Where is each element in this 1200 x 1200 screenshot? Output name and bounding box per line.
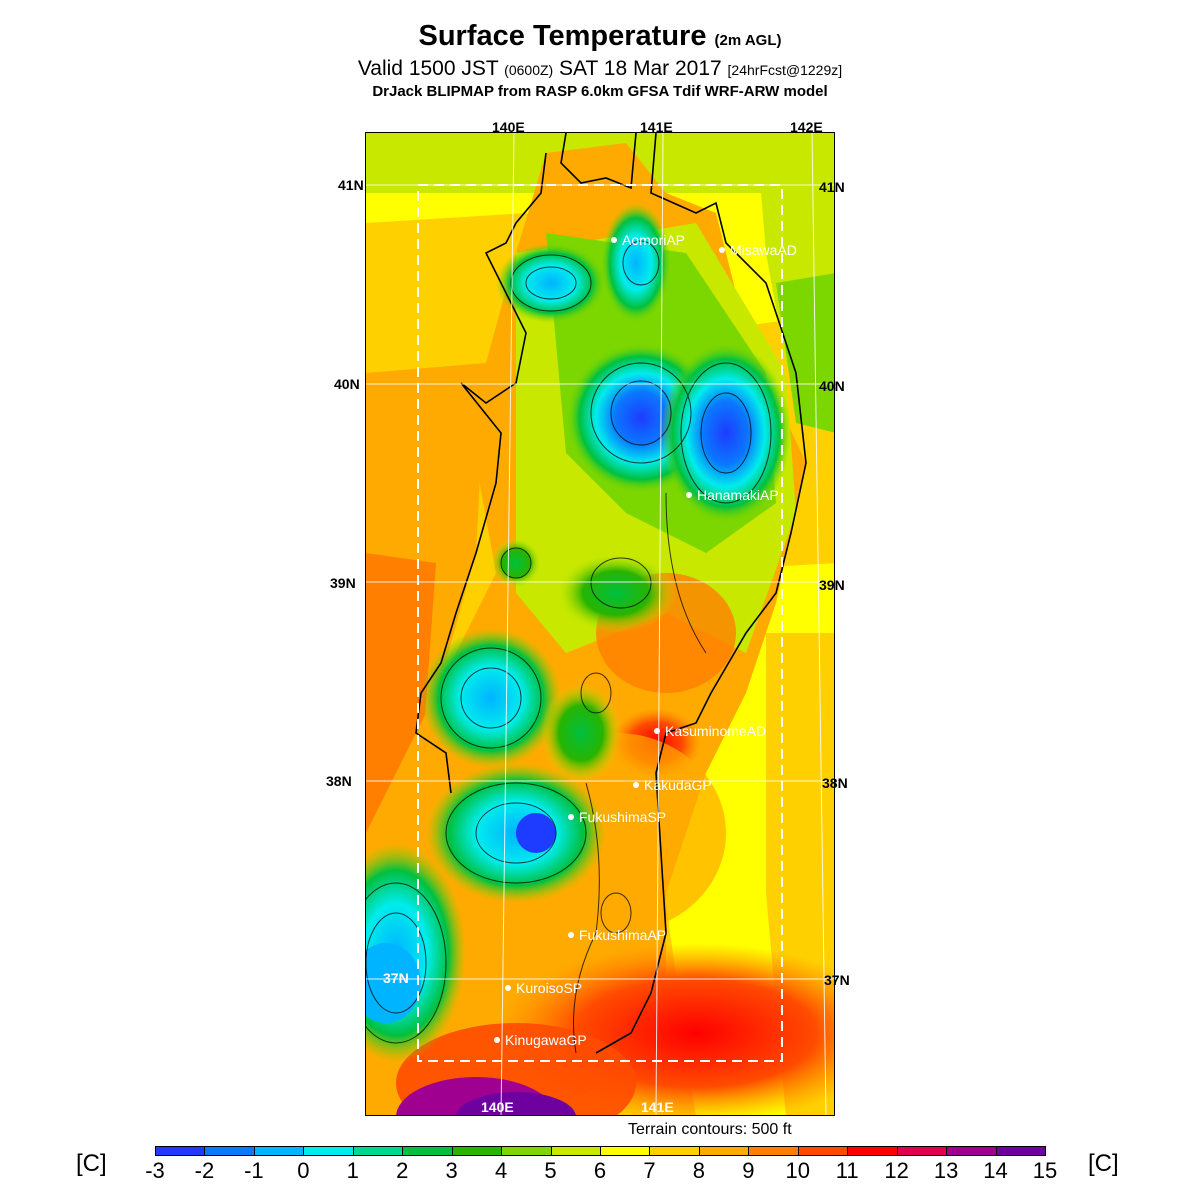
colorbar-tick-label: 1 (346, 1158, 359, 1183)
station-label-kakuda: KakudaGP (644, 777, 712, 793)
map-title: Surface Temperature (2m AGL) (418, 20, 782, 52)
lat-label-left-39n: 39N (330, 575, 356, 591)
colorbar-tick-label: 10 (785, 1158, 810, 1183)
colorbar-tick-label: 3 (445, 1158, 458, 1183)
colorbar-tick-label: 4 (494, 1158, 508, 1183)
colorbar-swatch (649, 1146, 700, 1156)
lat-label-right-38n: 38N (822, 775, 848, 791)
station-label-misawa: MisawaAD (730, 242, 797, 258)
colorbar-swatch (995, 1146, 1046, 1156)
station-label-kasuminome: KasuminomeAD (665, 723, 766, 739)
station-aomori: AomoriAP (611, 232, 685, 248)
colorbar-swatch (155, 1146, 206, 1156)
station-dot (633, 782, 639, 788)
station-dot (505, 985, 511, 991)
station-dot (654, 728, 660, 734)
colorbar-tick-label: -2 (194, 1158, 215, 1183)
colorbar-unit-right: [C] (1088, 1150, 1119, 1177)
colorbar-swatch (402, 1146, 453, 1156)
lat-label-left-41n: 41N (338, 177, 364, 193)
lon-label-top-140e: 140E (492, 119, 525, 135)
station-dot (568, 814, 574, 820)
station-fukushima-ap: FukushimaAP (568, 927, 666, 943)
station-hanamaki: HanamakiAP (686, 487, 779, 503)
colorbar-tick-label: 8 (692, 1158, 705, 1183)
colorbar-swatch (946, 1146, 997, 1156)
colorbar-swatch (303, 1146, 354, 1156)
colorbar-swatch (896, 1146, 948, 1156)
station-label-kuroiso: KuroisoSP (516, 980, 582, 996)
station-dot (686, 492, 692, 498)
lon-label-bottom-141e: 141E (641, 1099, 674, 1115)
lon-label-bottom-140e: 140E (481, 1099, 514, 1115)
colorbar-tick-label: 14 (983, 1158, 1008, 1183)
colorbar-tick-label: 7 (643, 1158, 656, 1183)
colorbar-unit-left: [C] (76, 1150, 107, 1177)
station-label-kinugawa: KinugawaGP (505, 1032, 587, 1048)
colorbar-tick-label: 5 (544, 1158, 557, 1183)
station-dot (568, 932, 574, 938)
colorbar-tick-label: 9 (742, 1158, 755, 1183)
colorbar-tick-label: 2 (396, 1158, 409, 1183)
colorbar-tick-label: 11 (835, 1158, 859, 1183)
colorbar-tick-label: 6 (593, 1158, 607, 1183)
colorbar-swatch (204, 1146, 255, 1156)
station-dot (494, 1037, 500, 1043)
colorbar-tick-label: 13 (933, 1158, 959, 1183)
station-dot (719, 247, 725, 253)
station-label-hanamaki: HanamakiAP (697, 487, 779, 503)
lat-label-right-41n: 41N (819, 179, 845, 195)
station-kasuminome: KasuminomeAD (654, 723, 766, 739)
colorbar-swatch (352, 1146, 404, 1156)
lat-label-left-38n: 38N (326, 773, 352, 789)
lat-label-left-37n: 37N (383, 970, 409, 986)
colorbar-tick-label: 15 (1032, 1158, 1058, 1183)
station-kuroiso: KuroisoSP (505, 980, 582, 996)
temperature-map: AomoriAP MisawaAD HanamakiAP KasuminomeA… (365, 132, 835, 1116)
station-misawa: MisawaAD (719, 242, 797, 258)
station-dot (611, 237, 617, 243)
model-line: DrJack BLIPMAP from RASP 6.0km GFSA Tdif… (372, 83, 828, 100)
colorbar-swatch (847, 1146, 898, 1156)
lon-label-top-142e: 142E (790, 119, 823, 135)
station-kinugawa: KinugawaGP (494, 1032, 587, 1048)
colorbar-tick-label: 12 (884, 1158, 909, 1183)
station-label-fukushima-sp: FukushimaSP (579, 809, 666, 825)
colorbar-swatch (698, 1146, 750, 1156)
terrain-contour-note: Terrain contours: 500 ft (628, 1121, 792, 1138)
lon-label-top-141e: 141E (640, 119, 673, 135)
colorbar-tick-label: -3 (145, 1158, 165, 1183)
colorbar-swatch (748, 1146, 799, 1156)
valid-time-line: Valid 1500 JST (0600Z) SAT 18 Mar 2017 [… (357, 57, 843, 80)
colorbar-swatch (797, 1146, 849, 1156)
lat-label-right-39n: 39N (819, 577, 845, 593)
colorbar-tick-label: -1 (244, 1158, 264, 1183)
colorbar-swatch (253, 1146, 305, 1156)
station-kakuda: KakudaGP (633, 777, 712, 793)
colorbar-swatch (550, 1146, 601, 1156)
colorbar-tick-label: 0 (297, 1158, 310, 1183)
colorbar-swatch (451, 1146, 503, 1156)
colorbar-swatch (600, 1146, 651, 1156)
colorbar-swatch (501, 1146, 552, 1156)
lat-label-right-37n: 37N (824, 972, 850, 988)
lat-label-left-40n: 40N (334, 376, 360, 392)
station-label-aomori: AomoriAP (622, 232, 685, 248)
lat-label-right-40n: 40N (819, 378, 845, 394)
station-label-fukushima-ap: FukushimaAP (579, 927, 666, 943)
station-fukushima-sp: FukushimaSP (568, 809, 666, 825)
